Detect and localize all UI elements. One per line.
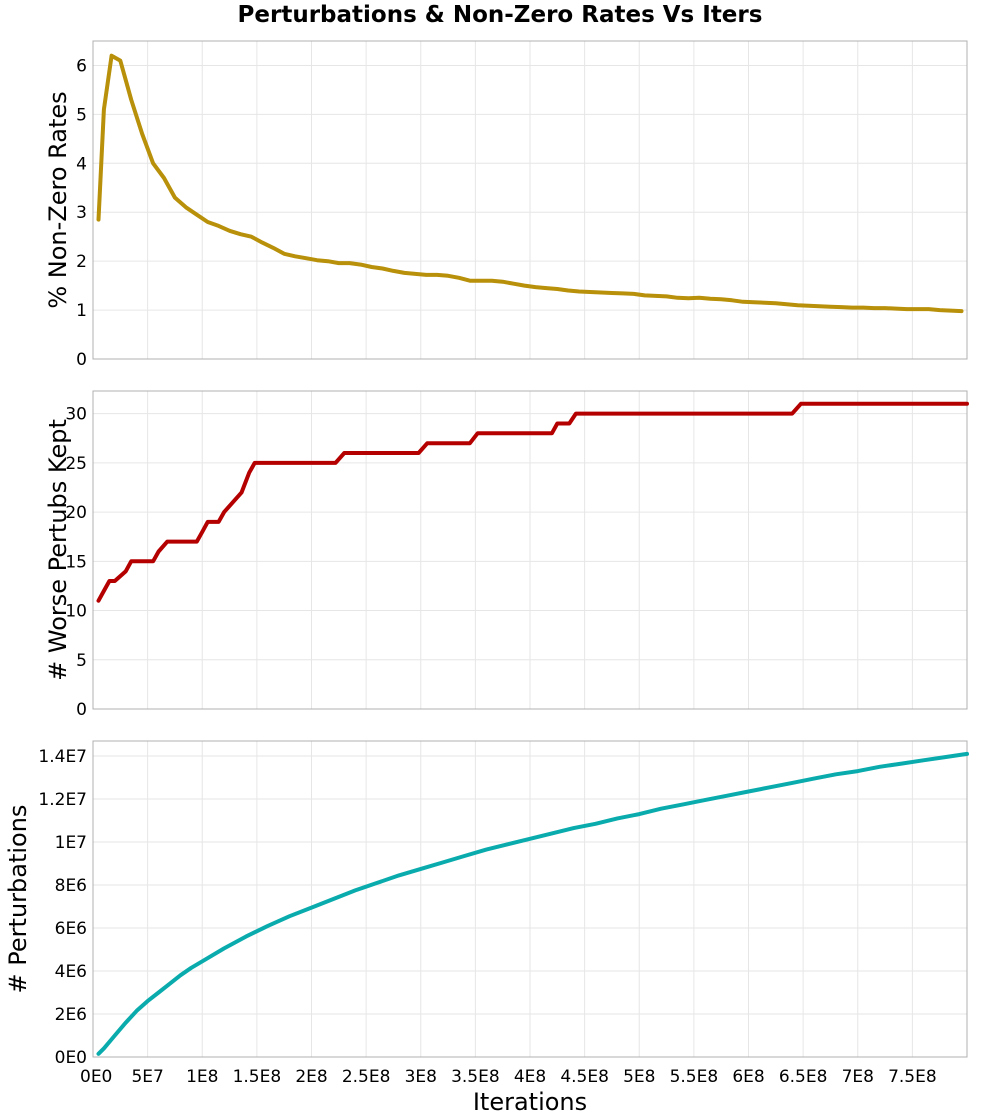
x-tick-label: 5E8 [623, 1067, 655, 1087]
x-tick-label: 7E8 [842, 1067, 874, 1087]
y-tick-label: 3 [76, 203, 87, 223]
y-tick-label: 4 [76, 154, 87, 174]
x-tick-label: 2E8 [295, 1067, 327, 1087]
y-tick-label: 5 [76, 105, 87, 125]
y-axis-label: # Worse Pertubs Kept [44, 419, 72, 681]
x-axis-label: Iterations [473, 1088, 587, 1116]
y-axis-label: # Perturbations [4, 805, 32, 994]
y-tick-label: 1.2E7 [38, 790, 87, 810]
y-tick-label: 10 [65, 602, 87, 622]
x-tick-label: 4.5E8 [560, 1067, 609, 1087]
y-tick-label: 0E0 [55, 1048, 87, 1068]
y-tick-label: 2E6 [55, 1005, 87, 1025]
y-tick-label: 1E7 [55, 833, 87, 853]
x-tick-label: 5E7 [131, 1067, 163, 1087]
x-tick-label: 3.5E8 [451, 1067, 500, 1087]
x-tick-label: 1E8 [186, 1067, 218, 1087]
x-tick-label: 2.5E8 [342, 1067, 391, 1087]
y-tick-label: 0 [76, 350, 87, 370]
y-tick-label: 6E6 [55, 919, 87, 939]
plot-frame [92, 390, 968, 710]
plot-frame [92, 740, 968, 1058]
y-tick-label: 6 [76, 56, 87, 76]
y-tick-label: 25 [65, 454, 87, 474]
chart-panel-1: 0 1 2 3 4 5 6% Non-Zero Rates [44, 40, 968, 370]
y-tick-label: 0 [76, 700, 87, 720]
x-tick-label: 5.5E8 [670, 1067, 719, 1087]
series-line [96, 751, 969, 1056]
x-tick-label: 6.5E8 [779, 1067, 828, 1087]
x-tick-label: 4E8 [514, 1067, 546, 1087]
y-tick-label: 30 [65, 405, 87, 425]
series-line [96, 53, 964, 314]
x-tick-label: 7.5E8 [888, 1067, 937, 1087]
x-tick-label: 3E8 [405, 1067, 437, 1087]
y-tick-label: 8E6 [55, 876, 87, 896]
y-tick-label: 15 [65, 552, 87, 572]
y-tick-label: 2 [76, 252, 87, 272]
x-tick-label: 1.5E8 [233, 1067, 282, 1087]
x-tick-label: 0E0 [80, 1067, 112, 1087]
y-axis-label: % Non-Zero Rates [44, 91, 72, 308]
chart-panel-3: 0E0 2E6 4E6 6E6 8E6 1E7 1.2E7 1.4E7 # Perturbati… [4, 740, 969, 1116]
plot-frame [92, 40, 968, 360]
y-tick-label: 20 [65, 503, 87, 523]
y-tick-label: 1 [76, 301, 87, 321]
y-tick-label: 5 [76, 651, 87, 671]
x-tick-label: 6E8 [732, 1067, 764, 1087]
y-tick-label: 4E6 [55, 962, 87, 982]
series-line [96, 401, 969, 603]
chart-panel-2: 0 5 10 15 20 25 30# Worse Pertubs Kept [44, 390, 969, 720]
y-tick-label: 1.4E7 [38, 747, 87, 767]
chart-title: Perturbations & Non-Zero Rates Vs Iters [237, 2, 763, 28]
